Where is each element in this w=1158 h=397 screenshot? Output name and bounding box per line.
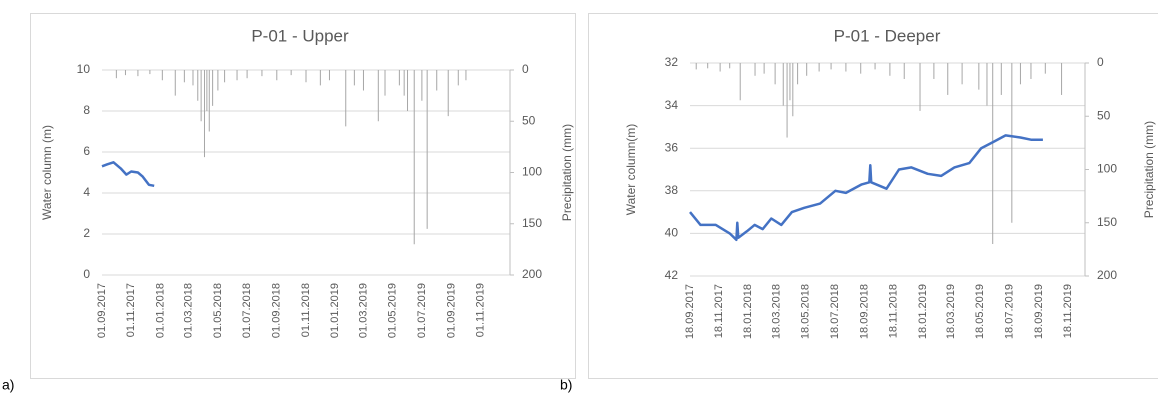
x-tick-label: 01.05.2019 (387, 283, 399, 338)
x-tick-label: 18.05.2019 (974, 284, 986, 339)
y2-tick-label: 50 (522, 113, 536, 127)
x-tick-label: 01.07.2018 (241, 283, 253, 338)
y-tick-label: 34 (665, 98, 679, 112)
panel-frame (30, 13, 576, 379)
x-tick-label: 01.03.2019 (357, 283, 369, 338)
x-tick-label: 18.11.2019 (1062, 284, 1074, 338)
y-axis-label: Water column(m) (624, 124, 638, 216)
x-tick-label: 01.11.2019 (475, 283, 487, 337)
x-tick-label: 01.09.2019 (445, 283, 457, 338)
y-axis-label: Water column (m) (40, 125, 54, 220)
x-tick-label: 01.09.2017 (96, 283, 108, 338)
y-tick-label: 32 (665, 55, 679, 69)
x-tick-label: 01.03.2018 (183, 283, 195, 338)
y2-tick-label: 50 (1097, 108, 1111, 122)
x-tick-label: 18.05.2018 (800, 284, 812, 339)
y2-axis-label: Precipitation (mm) (1142, 121, 1156, 218)
y-tick-label: 40 (665, 226, 679, 240)
x-tick-label: 18.11.2018 (888, 284, 900, 338)
y-tick-label: 8 (83, 103, 90, 117)
y-tick-label: 6 (83, 144, 90, 158)
x-tick-label: 18.09.2019 (1033, 284, 1045, 339)
y2-tick-label: 200 (1097, 268, 1117, 282)
x-tick-label: 18.01.2019 (917, 284, 929, 339)
chart-title: P-01 - Deeper (834, 26, 941, 45)
water-column-line (689, 134, 1043, 242)
x-tick-label: 18.07.2019 (1003, 284, 1015, 339)
panel-frame (588, 13, 1158, 379)
x-tick-label: 18.09.2017 (684, 284, 696, 339)
x-tick-label: 01.11.2018 (300, 283, 312, 337)
y-tick-label: 36 (665, 140, 679, 154)
y2-tick-label: 100 (1097, 162, 1117, 176)
x-tick-label: 18.01.2018 (742, 284, 754, 339)
y-tick-label: 38 (665, 183, 679, 197)
y2-tick-label: 150 (522, 216, 542, 230)
x-tick-label: 18.11.2017 (713, 284, 725, 338)
x-tick-label: 01.01.2018 (154, 283, 166, 338)
x-tick-label: 01.01.2019 (329, 283, 341, 338)
y2-tick-label: 0 (522, 62, 529, 76)
y2-tick-label: 0 (1097, 55, 1104, 69)
x-tick-label: 01.11.2017 (125, 283, 137, 337)
panel-label: b) (560, 377, 572, 393)
y2-tick-label: 200 (522, 267, 542, 281)
x-tick-label: 01.05.2018 (212, 283, 224, 338)
x-tick-label: 18.07.2018 (829, 284, 841, 339)
chart-title: P-01 - Upper (251, 26, 349, 45)
x-tick-label: 01.07.2019 (416, 283, 428, 338)
y-tick-label: 0 (83, 267, 90, 281)
y2-tick-label: 150 (1097, 215, 1117, 229)
x-tick-label: 18.03.2018 (770, 284, 782, 339)
x-tick-label: 18.03.2019 (945, 284, 957, 339)
water-column-line (101, 161, 155, 188)
y-tick-label: 4 (83, 185, 90, 199)
y-tick-label: 10 (77, 62, 91, 76)
y2-tick-label: 100 (522, 165, 542, 179)
y-tick-label: 42 (665, 268, 679, 282)
y2-axis-label: Precipitation (mm) (560, 124, 574, 221)
x-tick-label: 01.09.2018 (271, 283, 283, 338)
y-tick-label: 2 (83, 226, 90, 240)
panel-label: a) (2, 377, 14, 393)
x-tick-label: 18.09.2018 (858, 284, 870, 339)
